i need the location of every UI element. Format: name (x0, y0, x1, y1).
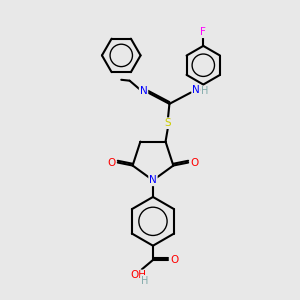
Text: O: O (190, 158, 199, 168)
Text: O: O (171, 255, 179, 265)
Text: N: N (192, 85, 200, 95)
Text: F: F (200, 27, 206, 37)
Text: S: S (165, 118, 171, 128)
Text: O: O (107, 158, 115, 168)
Text: N: N (149, 175, 157, 185)
Text: H: H (201, 86, 209, 96)
Text: OH: OH (131, 270, 147, 280)
Text: N: N (140, 86, 147, 96)
Text: H: H (141, 276, 148, 286)
